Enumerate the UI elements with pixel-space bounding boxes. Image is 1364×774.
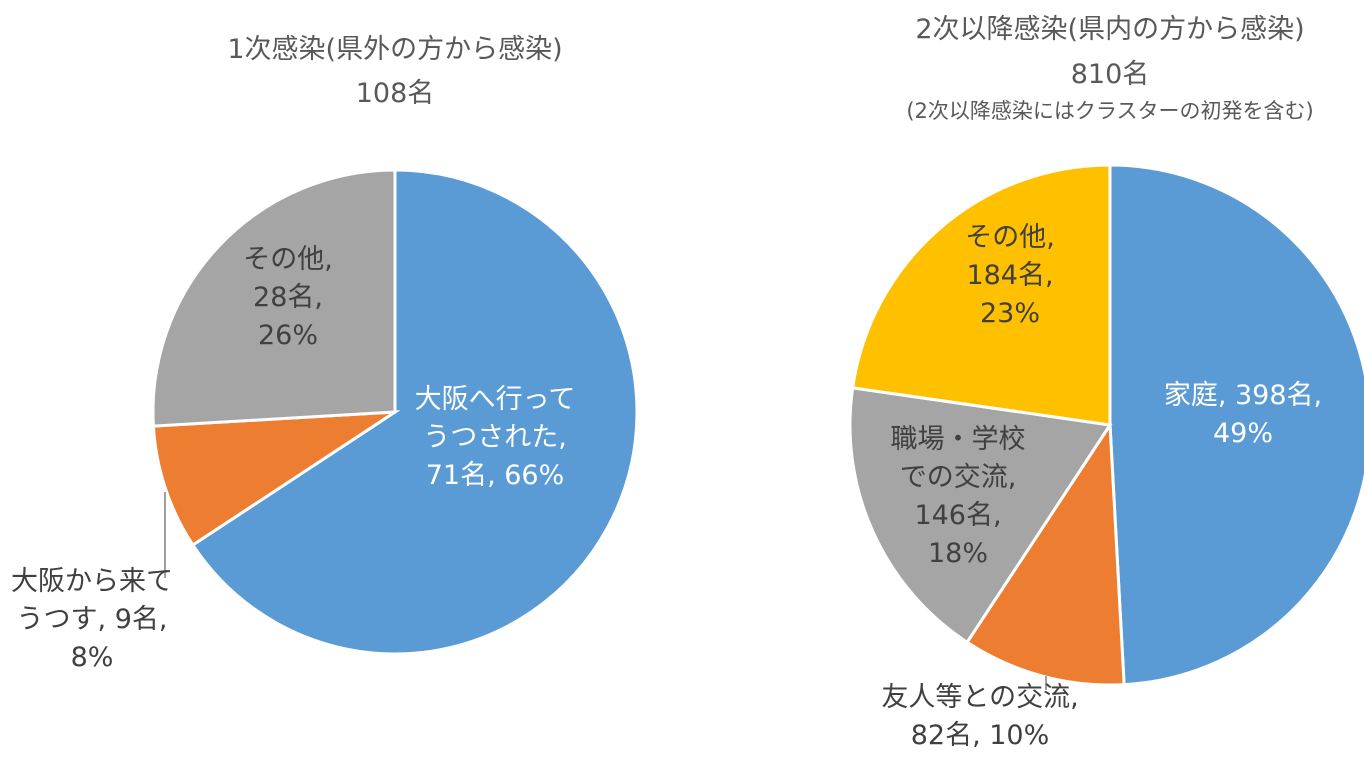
slice-label-line: 18% [928, 538, 988, 569]
slice-label-line: 146名, [914, 500, 1001, 531]
slice-label: 家庭, 398名, 49% [1164, 380, 1322, 449]
pie-slice-2 [151, 410, 401, 548]
pie-slice-3 [151, 168, 397, 428]
slice-label-line: 28名, [253, 282, 323, 313]
slice-label-line: 82名, 10% [911, 720, 1050, 751]
slice-label-line: 8% [71, 642, 114, 673]
pie-slice-3 [848, 386, 1113, 645]
slice-label-line: その他, [243, 244, 333, 275]
slice-label: その他, 28名, 26% [243, 244, 333, 351]
chart-title: 2次以降感染(県内の方から感染) [915, 14, 1304, 45]
slice-label: 大阪から来てうつす, 9名, 8% [11, 566, 173, 673]
chart-subtitle: 108名 [356, 78, 435, 109]
slice-label-line: 71名, 66% [426, 460, 565, 491]
slice-label-line: 友人等との交流, [881, 682, 1078, 713]
slice-label: 職場・学校での交流, 146名, 18% [891, 424, 1026, 569]
slice-label-line: 大阪へ行って [415, 384, 576, 415]
pie-slice-1 [1108, 163, 1364, 687]
slice-label: 友人等との交流, 82名, 10% [881, 682, 1078, 751]
pie-slice-2 [965, 420, 1126, 687]
chart-title: 1次感染(県外の方から感染) [227, 34, 562, 65]
slice-label: 大阪へ行ってうつされた, 71名, 66% [415, 384, 576, 491]
slice-label-line: での交流, [900, 462, 1017, 493]
slice-label: その他, 184名, 23% [965, 222, 1055, 329]
pie-slice-1 [190, 168, 639, 656]
slice-label-line: うつす, 9名, [17, 604, 168, 635]
slice-label-line: 23% [980, 298, 1040, 329]
pie-slice-4 [850, 163, 1112, 427]
slice-label-line: うつされた, [423, 422, 567, 453]
slice-label-line: 職場・学校 [891, 424, 1026, 455]
slice-label-line: 家庭, 398名, [1164, 380, 1322, 411]
slice-label-line: 26% [258, 320, 318, 351]
slice-label-line: 大阪から来て [11, 566, 173, 597]
pie-chart-2: 2次以降感染(県内の方から感染) 810名 (2次以降感染にはクラスターの初発を含む… [848, 14, 1364, 751]
slice-label-line: 184名, [966, 260, 1053, 291]
chart-subtitle: 810名 [1071, 59, 1150, 90]
slice-label-line: 49% [1213, 418, 1273, 449]
chart-note: (2次以降感染にはクラスターの初発を含む) [906, 99, 1313, 123]
slice-label-line: その他, [965, 222, 1055, 253]
